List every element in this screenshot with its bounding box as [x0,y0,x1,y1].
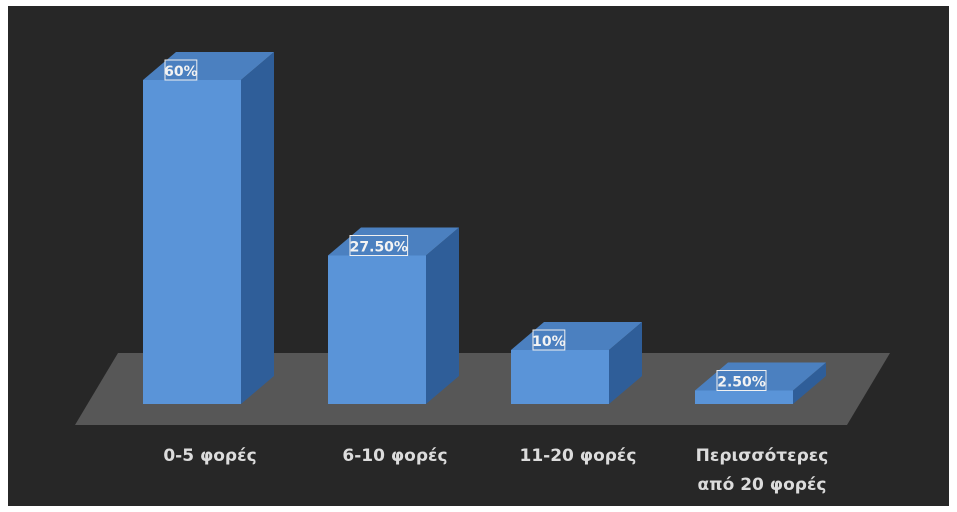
bar-front-2 [328,255,426,404]
category-label-line: 0-5 φορές [163,446,256,466]
data-label-box-4 [716,370,767,391]
data-label-2: 27.50% [349,235,409,256]
data-label-box-2 [349,235,409,256]
data-label-text-3: 10% [532,334,566,350]
bar-side-3 [609,322,642,404]
bar-1 [143,52,274,404]
category-label-line: 6-10 φορές [342,446,447,466]
bar-top-3 [511,322,642,350]
bar-4 [695,362,826,404]
data-label-text-1: 60% [164,64,198,80]
bar-front-1 [143,80,241,404]
data-label-4: 2.50% [716,370,767,391]
bar-side-1 [241,52,274,404]
data-label-text-4: 2.50% [717,375,766,391]
data-label-text-2: 27.50% [350,240,408,256]
bar-3 [511,322,642,404]
data-label-box-3 [532,329,566,351]
bar-top-1 [143,52,274,80]
category-labels-layer: 0-5 φορές 6-10 φορές 11-20 φορές Περισσότερ… [163,446,828,495]
data-labels-layer: 60% 27.50% 10% 2.50% [164,59,767,391]
bar-front-3 [511,350,609,404]
category-label-line: 11-20 φορές [520,446,637,466]
bar-top-4 [695,362,826,391]
bar-side-2 [426,227,459,404]
category-label-line: από 20 φορές [698,475,827,495]
bar-front-4 [695,390,793,404]
category-label-2: 6-10 φορές [342,446,447,466]
data-label-box-1 [164,59,198,81]
category-label-3: 11-20 φορές [520,446,637,466]
data-label-1: 60% [164,59,198,81]
data-label-3: 10% [532,329,566,351]
chart-floor [75,353,890,425]
bar-top-2 [328,227,459,256]
bars-layer [143,52,826,404]
category-label-1: 0-5 φορές [163,446,256,466]
category-label-4: Περισσότερες από 20 φορές [696,446,829,495]
bar-2 [328,227,459,404]
category-label-line: Περισσότερες [696,446,829,466]
bar-side-4 [793,362,826,404]
